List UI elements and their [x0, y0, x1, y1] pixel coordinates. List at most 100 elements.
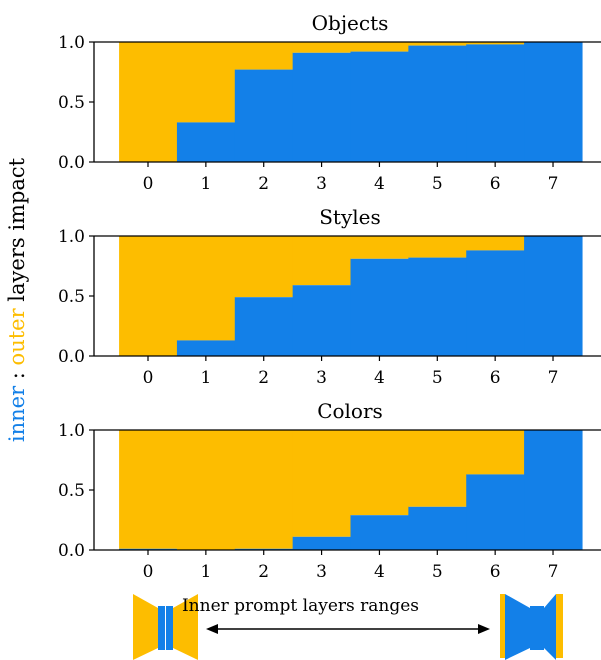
- inner-bar-3: [292, 285, 352, 356]
- chart-title: Styles: [319, 205, 381, 229]
- x-tick-label: 6: [490, 174, 501, 194]
- outer-bar-5: [408, 236, 467, 258]
- x-tick-label: 3: [316, 174, 327, 194]
- inner-bar-7: [524, 430, 583, 550]
- inner-prompt-layers-label: Inner prompt layers ranges: [181, 596, 420, 616]
- inner-bar-7: [524, 42, 583, 162]
- inner-core: [530, 606, 544, 650]
- x-tick-label: 3: [316, 562, 327, 582]
- outer-wing-left: [133, 594, 158, 660]
- unet-outer-layers-icon: [133, 594, 198, 660]
- x-tick-label: 4: [374, 174, 385, 194]
- outer-bar-0: [119, 42, 178, 162]
- inner-bar-6: [466, 44, 525, 162]
- ylabel-sep: :: [5, 365, 29, 386]
- y-tick-label: 1.0: [58, 227, 85, 247]
- outer-bar-4: [350, 42, 409, 52]
- arrow-head-left: [206, 624, 218, 634]
- outer-bar-1: [176, 42, 236, 123]
- y-axis-label: inner : outer layers impact: [2, 100, 32, 500]
- y-tick-label: 0.5: [58, 93, 85, 113]
- outer-bar-5: [408, 430, 467, 507]
- x-tick-label: 0: [143, 368, 154, 388]
- inner-bar-4: [350, 258, 409, 356]
- x-tick-label: 5: [432, 368, 443, 388]
- x-tick-label: 1: [200, 174, 211, 194]
- x-tick-label: 0: [143, 562, 154, 582]
- outer-strip-left: [500, 594, 505, 658]
- inner-bar-3: [292, 52, 352, 162]
- inner-bar-5: [408, 257, 467, 356]
- outer-wing-right: [173, 594, 198, 660]
- inner-bar-5: [408, 45, 467, 162]
- x-tick-label: 4: [374, 368, 385, 388]
- inner-bar-4: [350, 51, 409, 162]
- outer-bar-3: [292, 430, 352, 537]
- outer-strip-right: [556, 594, 563, 658]
- x-tick-label: 1: [200, 562, 211, 582]
- inner-bar-4: [350, 515, 409, 550]
- outer-bar-2: [234, 236, 294, 298]
- inner-bar-1: [176, 340, 236, 356]
- chart-panel-colors: 0.0 0.5 1.0 0 1 2 3 4 5 6 7 Colors: [58, 399, 601, 582]
- chart-panel-styles: 0.0 0.5 1.0 0 1 2 3 4 5 6 7 Styles: [58, 205, 601, 388]
- x-tick-label: 2: [258, 562, 269, 582]
- double-arrow: [206, 624, 490, 634]
- outer-bar-1: [176, 236, 236, 341]
- y-tick-label: 0.5: [58, 287, 85, 307]
- inner-bar-3: [292, 536, 352, 550]
- outer-bar-0: [119, 236, 178, 356]
- inner-bar-7: [524, 236, 583, 356]
- x-tick-label: 6: [490, 562, 501, 582]
- x-tick-label: 7: [548, 562, 559, 582]
- unet-inner-layers-icon: [500, 594, 563, 660]
- chart-title: Colors: [317, 399, 383, 423]
- x-tick-label: 2: [258, 368, 269, 388]
- inner-wing-right: [544, 594, 556, 660]
- outer-bar-4: [350, 236, 409, 259]
- ylabel-inner: inner: [5, 385, 29, 443]
- x-tick-label: 0: [143, 174, 154, 194]
- outer-bar-6: [466, 430, 525, 475]
- outer-bar-1: [176, 430, 236, 550]
- outer-bar-6: [466, 236, 525, 251]
- inner-bar-2: [234, 69, 294, 162]
- inner-wing-left: [505, 594, 530, 660]
- x-tick-label: 3: [316, 368, 327, 388]
- outer-bar-3: [292, 236, 352, 286]
- x-tick-label: 5: [432, 562, 443, 582]
- y-tick-label: 0.5: [58, 481, 85, 501]
- y-tick-label: 1.0: [58, 33, 85, 53]
- outer-bar-5: [408, 42, 467, 46]
- ylabel-rest: layers impact: [5, 157, 29, 309]
- chart-title: Objects: [312, 11, 389, 35]
- x-tick-label: 1: [200, 368, 211, 388]
- y-tick-label: 1.0: [58, 421, 85, 441]
- ylabel-outer: outer: [5, 308, 29, 366]
- x-tick-label: 6: [490, 368, 501, 388]
- y-tick-label: 0.0: [58, 347, 85, 367]
- inner-bar-2: [234, 297, 294, 356]
- x-tick-label: 2: [258, 174, 269, 194]
- outer-bar-0: [119, 430, 178, 549]
- outer-bar-3: [292, 42, 352, 53]
- inner-block-right: [166, 606, 173, 650]
- x-tick-label: 7: [548, 174, 559, 194]
- y-tick-label: 0.0: [58, 153, 85, 173]
- x-tick-label: 5: [432, 174, 443, 194]
- chart-panel-objects: 0.0 0.5 1.0 0 1 2 3 4 5 6 7 Objects: [58, 11, 601, 194]
- arrow-head-right: [478, 624, 490, 634]
- x-tick-label: 7: [548, 368, 559, 388]
- inner-bar-5: [408, 506, 467, 550]
- inner-bar-6: [466, 474, 525, 550]
- outer-bar-6: [466, 42, 525, 45]
- outer-bar-4: [350, 430, 409, 516]
- x-tick-label: 4: [374, 562, 385, 582]
- y-tick-label: 0.0: [58, 541, 85, 561]
- inner-block-left: [158, 606, 165, 650]
- outer-bar-2: [234, 42, 294, 70]
- inner-bar-6: [466, 250, 525, 356]
- outer-bar-2: [234, 430, 294, 549]
- inner-bar-1: [176, 122, 236, 162]
